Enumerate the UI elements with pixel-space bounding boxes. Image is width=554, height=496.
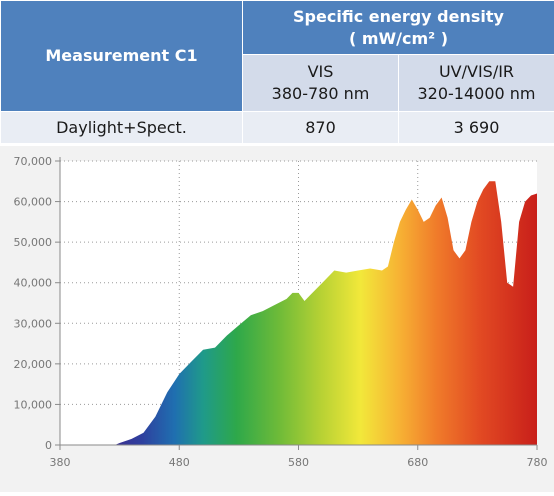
- group-header-unit: ( mW/cm² ): [243, 28, 554, 50]
- row-label: Daylight+Spect.: [56, 118, 187, 137]
- column-header-range: 320-14000 nm: [399, 83, 554, 105]
- y-tick-label: 70,000: [14, 155, 53, 168]
- y-tick-label: 0: [45, 439, 52, 452]
- value-cell-uv-vis-ir: 3 690: [399, 111, 554, 143]
- column-header-name: VIS: [243, 61, 398, 83]
- y-tick-label: 30,000: [14, 317, 53, 330]
- x-tick-label: 580: [288, 456, 309, 469]
- column-header-uv-vis-ir: UV/VIS/IR 320-14000 nm: [399, 55, 554, 111]
- table-row: Daylight+Spect. 870 3 690: [1, 111, 554, 143]
- y-tick-label: 20,000: [14, 358, 53, 371]
- group-header-title: Specific energy density: [243, 6, 554, 28]
- x-tick-label: 480: [169, 456, 190, 469]
- x-tick-label: 680: [407, 456, 428, 469]
- y-tick-label: 10,000: [14, 398, 53, 411]
- y-tick-label: 50,000: [14, 236, 53, 249]
- row-label-cell: Daylight+Spect.: [1, 111, 243, 143]
- spectrum-chart: 0 10,000 20,000 30,000 40,000 50,000 60,000 70,…: [0, 146, 554, 492]
- column-header-range: 380-780 nm: [243, 83, 398, 105]
- y-tick-label: 40,000: [14, 277, 53, 290]
- measurement-table: Measurement C1 Specific energy density (…: [0, 0, 554, 144]
- x-tick-label: 380: [50, 456, 71, 469]
- y-tick-labels: 0 10,000 20,000 30,000 40,000 50,000 60,000 70,…: [14, 155, 53, 452]
- x-tick-labels: 380 480 580 680 780: [50, 456, 548, 469]
- column-header-name: UV/VIS/IR: [399, 61, 554, 83]
- value-cell-vis: 870: [243, 111, 399, 143]
- column-header-vis: VIS 380-780 nm: [243, 55, 399, 111]
- group-header-cell: Specific energy density ( mW/cm² ): [243, 1, 554, 55]
- spectrum-chart-svg: 0 10,000 20,000 30,000 40,000 50,000 60,000 70,…: [0, 146, 554, 492]
- value-vis: 870: [305, 118, 336, 137]
- row-header-cell: Measurement C1: [1, 1, 243, 112]
- y-tick-label: 60,000: [14, 196, 53, 209]
- x-tick-label: 780: [527, 456, 548, 469]
- measurement-label: Measurement C1: [45, 46, 197, 65]
- value-uv-vis-ir: 3 690: [454, 118, 500, 137]
